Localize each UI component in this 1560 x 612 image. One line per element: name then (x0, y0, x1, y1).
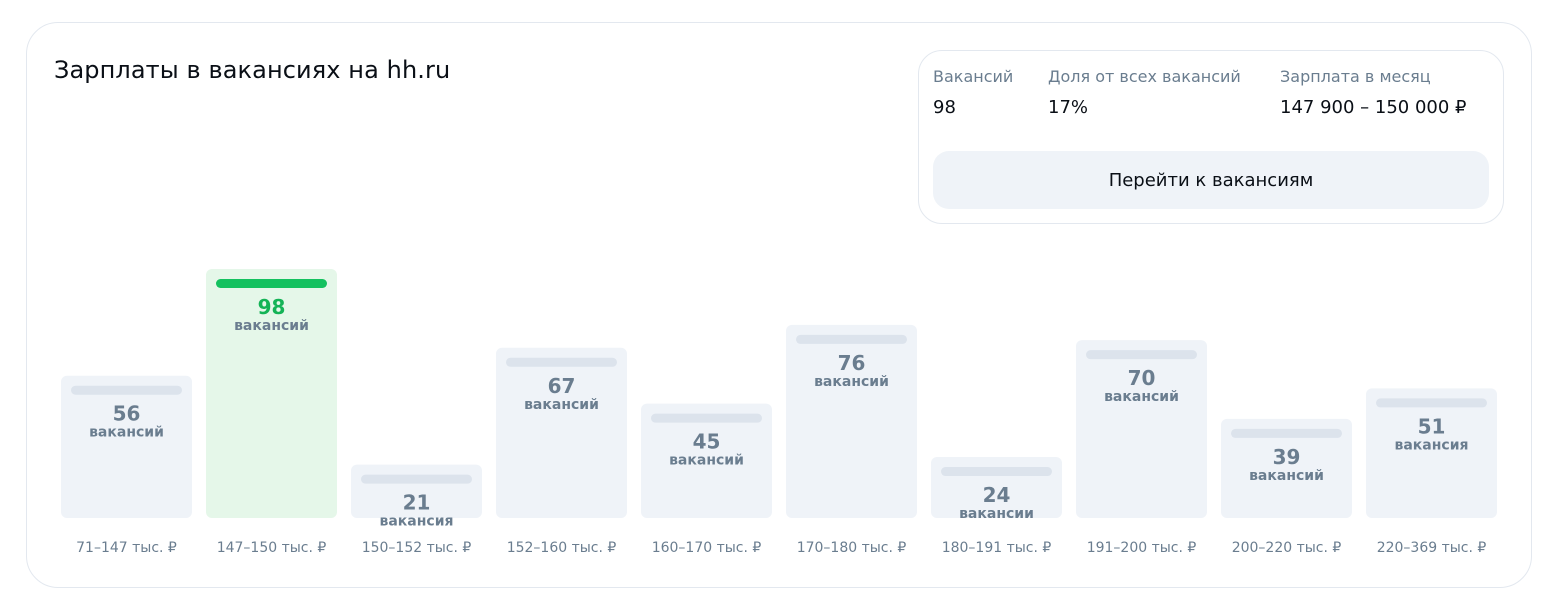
bar-indicator (1231, 428, 1342, 438)
bar-unit-label: вакансий (524, 397, 599, 413)
bar-indicator (651, 413, 762, 423)
x-tick-label: 180–191 тыс. ₽ (942, 540, 1052, 556)
vacancies-stat-label: Вакансий (933, 67, 1014, 86)
bar-unit-label: вакансия (1394, 437, 1468, 453)
x-tick-label: 147–150 тыс. ₽ (217, 540, 327, 556)
bar-value-label: 21 (403, 491, 431, 515)
bar-value-label: 51 (1418, 414, 1446, 438)
x-tick-label: 71–147 тыс. ₽ (76, 540, 177, 556)
x-tick-label: 200–220 тыс. ₽ (1232, 540, 1342, 556)
bar-indicator (71, 385, 182, 395)
bar[interactable] (496, 347, 627, 518)
bar-unit-label: вакансий (89, 425, 164, 441)
vacancies-stat-value: 98 (933, 97, 956, 118)
bar-indicator (796, 334, 907, 344)
share-stat-label: Доля от всех вакансий (1048, 67, 1241, 86)
x-tick-label: 152–160 тыс. ₽ (507, 540, 617, 556)
salary-stat-label: Зарплата в месяц (1280, 67, 1431, 86)
bar-unit-label: вакансий (1104, 389, 1179, 405)
x-tick-label: 191–200 тыс. ₽ (1087, 540, 1197, 556)
bar-indicator (361, 474, 472, 484)
bar-indicator (941, 467, 1052, 477)
bar-value-label: 98 (258, 295, 286, 319)
x-tick-label: 170–180 тыс. ₽ (797, 540, 907, 556)
page-title: Зарплаты в вакансиях на hh.ru (54, 56, 451, 84)
bar[interactable] (206, 269, 337, 518)
bar[interactable] (1221, 418, 1352, 518)
x-tick-label: 220–369 тыс. ₽ (1377, 540, 1487, 556)
bar-indicator (216, 279, 327, 288)
bar[interactable] (61, 375, 192, 518)
bar-value-label: 24 (983, 483, 1011, 507)
bar-unit-label: вакансий (669, 453, 744, 469)
bar-indicator (506, 357, 617, 367)
bar-value-label: 76 (838, 351, 866, 375)
bar-unit-label: вакансий (1249, 468, 1324, 484)
x-tick-label: 150–152 тыс. ₽ (362, 540, 472, 556)
bar-value-label: 39 (1273, 445, 1301, 469)
bar-value-label: 45 (693, 430, 721, 454)
selection-summary-panel: Вакансий 98 Доля от всех вакансий 17% За… (918, 50, 1504, 224)
share-stat: Доля от всех вакансий 17% (1048, 67, 1241, 119)
bar-value-label: 67 (548, 374, 576, 398)
bar-indicator (1086, 350, 1197, 360)
bar-value-label: 56 (113, 402, 141, 426)
share-stat-value: 17% (1048, 97, 1089, 118)
bar-unit-label: вакансия (379, 514, 453, 530)
bar[interactable] (641, 403, 772, 518)
x-tick-label: 160–170 тыс. ₽ (652, 540, 762, 556)
bar-unit-label: вакансий (814, 374, 889, 390)
bar[interactable] (1366, 388, 1497, 518)
salary-stat-value: 147 900 – 150 000 ₽ (1280, 97, 1467, 118)
bar-indicator (1376, 398, 1487, 408)
bar-value-label: 70 (1128, 366, 1156, 390)
vacancies-stat: Вакансий 98 (933, 67, 1013, 119)
bar-unit-label: вакансий (234, 318, 309, 334)
salary-stat: Зарплата в месяц 147 900 – 150 000 ₽ (1280, 67, 1467, 119)
bar-unit-label: вакансии (959, 506, 1034, 522)
bar[interactable] (786, 324, 917, 518)
go-to-vacancies-button[interactable]: Перейти к вакансиям (933, 151, 1489, 209)
bar[interactable] (1076, 340, 1207, 518)
